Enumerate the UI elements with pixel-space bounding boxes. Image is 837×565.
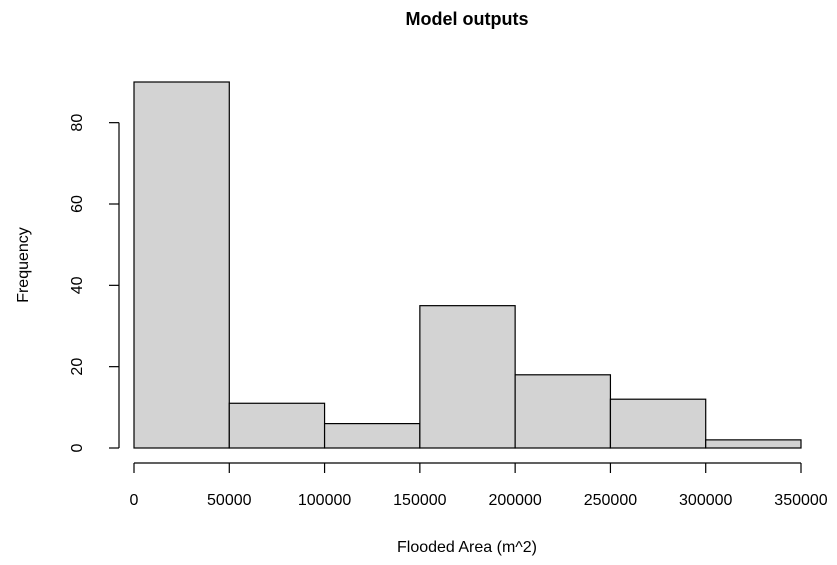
y-tick-label-2: 40	[69, 276, 86, 294]
x-axis: 0 50000 100000 150000 200000 250000 300000 3500…	[130, 462, 828, 509]
histogram-bar-6	[705, 439, 802, 449]
y-axis: 0 20 40 60 80	[69, 114, 120, 452]
x-tick-label-6: 300000	[679, 492, 732, 509]
chart-title: Model outputs	[406, 9, 529, 29]
histogram-bar-4	[514, 374, 612, 449]
x-tick-label-2: 100000	[298, 492, 351, 509]
x-tick-label-5: 250000	[584, 492, 637, 509]
histogram-bars	[133, 81, 802, 449]
histogram-bar-0	[133, 81, 230, 449]
histogram-bar-2	[323, 423, 421, 449]
y-axis-label: Frequency	[15, 227, 32, 303]
y-tick-label-0: 0	[69, 443, 86, 452]
x-tick-label-4: 200000	[488, 492, 541, 509]
x-tick-label-0: 0	[130, 492, 139, 509]
x-axis-label: Flooded Area (m^2)	[397, 539, 537, 556]
x-tick-label-1: 50000	[207, 492, 252, 509]
histogram-bar-3	[419, 305, 516, 449]
histogram-bar-5	[609, 398, 707, 449]
y-tick-label-3: 60	[69, 195, 86, 213]
x-tick-label-3: 150000	[393, 492, 446, 509]
y-tick-label-1: 20	[69, 358, 86, 376]
y-tick-label-4: 80	[69, 114, 86, 132]
x-tick-label-7: 350000	[774, 492, 827, 509]
histogram-bar-1	[228, 402, 326, 449]
